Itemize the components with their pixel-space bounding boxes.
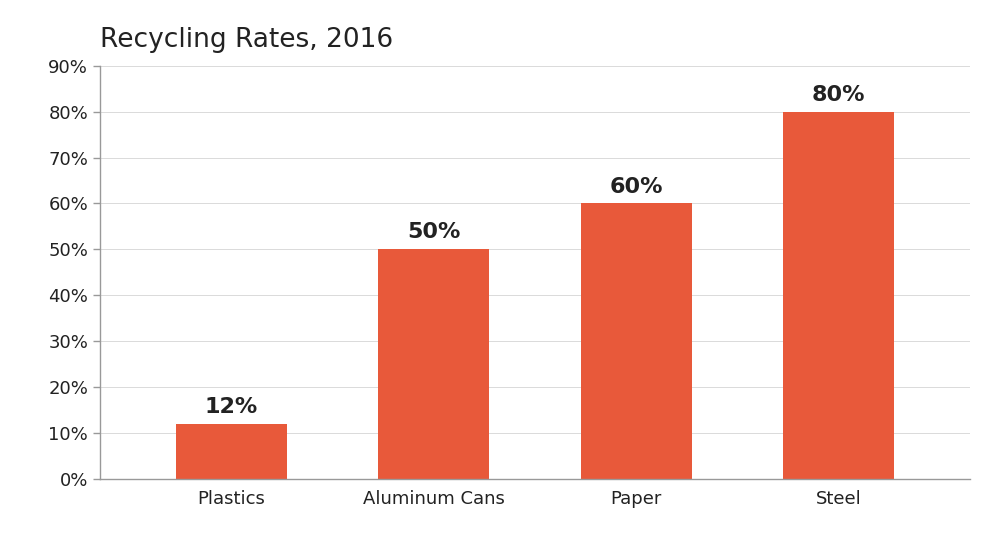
Text: 60%: 60%	[609, 177, 663, 196]
Bar	[378, 249, 489, 478]
Bar	[783, 112, 894, 478]
Text: 80%: 80%	[812, 85, 865, 105]
Text: Recycling Rates, 2016: Recycling Rates, 2016	[100, 26, 393, 53]
Bar	[176, 424, 287, 478]
Text: 50%: 50%	[407, 222, 461, 243]
Text: 12%: 12%	[205, 397, 258, 417]
Bar	[581, 204, 692, 478]
